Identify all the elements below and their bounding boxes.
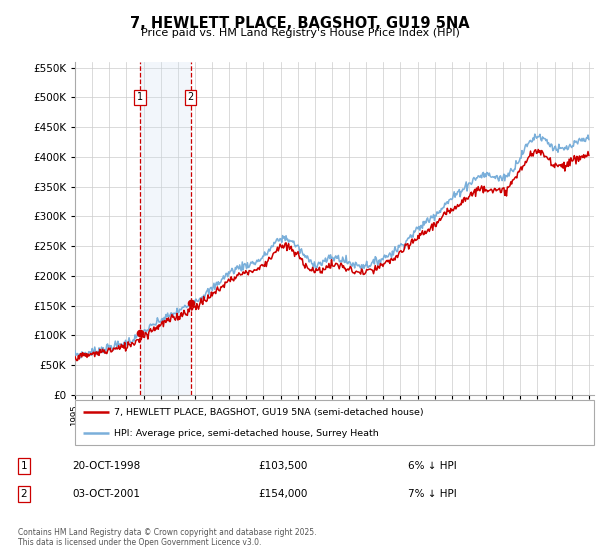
- Text: 2: 2: [20, 489, 28, 499]
- Text: 1: 1: [137, 92, 143, 102]
- Text: 7, HEWLETT PLACE, BAGSHOT, GU19 5NA: 7, HEWLETT PLACE, BAGSHOT, GU19 5NA: [130, 16, 470, 31]
- FancyBboxPatch shape: [75, 400, 594, 445]
- Text: £154,000: £154,000: [258, 489, 307, 499]
- Text: 7, HEWLETT PLACE, BAGSHOT, GU19 5NA (semi-detached house): 7, HEWLETT PLACE, BAGSHOT, GU19 5NA (sem…: [114, 408, 424, 417]
- Text: 2: 2: [187, 92, 194, 102]
- Text: HPI: Average price, semi-detached house, Surrey Heath: HPI: Average price, semi-detached house,…: [114, 428, 379, 437]
- Text: Price paid vs. HM Land Registry's House Price Index (HPI): Price paid vs. HM Land Registry's House …: [140, 28, 460, 38]
- Text: £103,500: £103,500: [258, 461, 307, 471]
- Text: 20-OCT-1998: 20-OCT-1998: [72, 461, 140, 471]
- Text: 1: 1: [20, 461, 28, 471]
- Text: 03-OCT-2001: 03-OCT-2001: [72, 489, 140, 499]
- Text: 6% ↓ HPI: 6% ↓ HPI: [408, 461, 457, 471]
- Bar: [140, 62, 191, 395]
- Text: 7% ↓ HPI: 7% ↓ HPI: [408, 489, 457, 499]
- Text: Contains HM Land Registry data © Crown copyright and database right 2025.
This d: Contains HM Land Registry data © Crown c…: [18, 528, 317, 547]
